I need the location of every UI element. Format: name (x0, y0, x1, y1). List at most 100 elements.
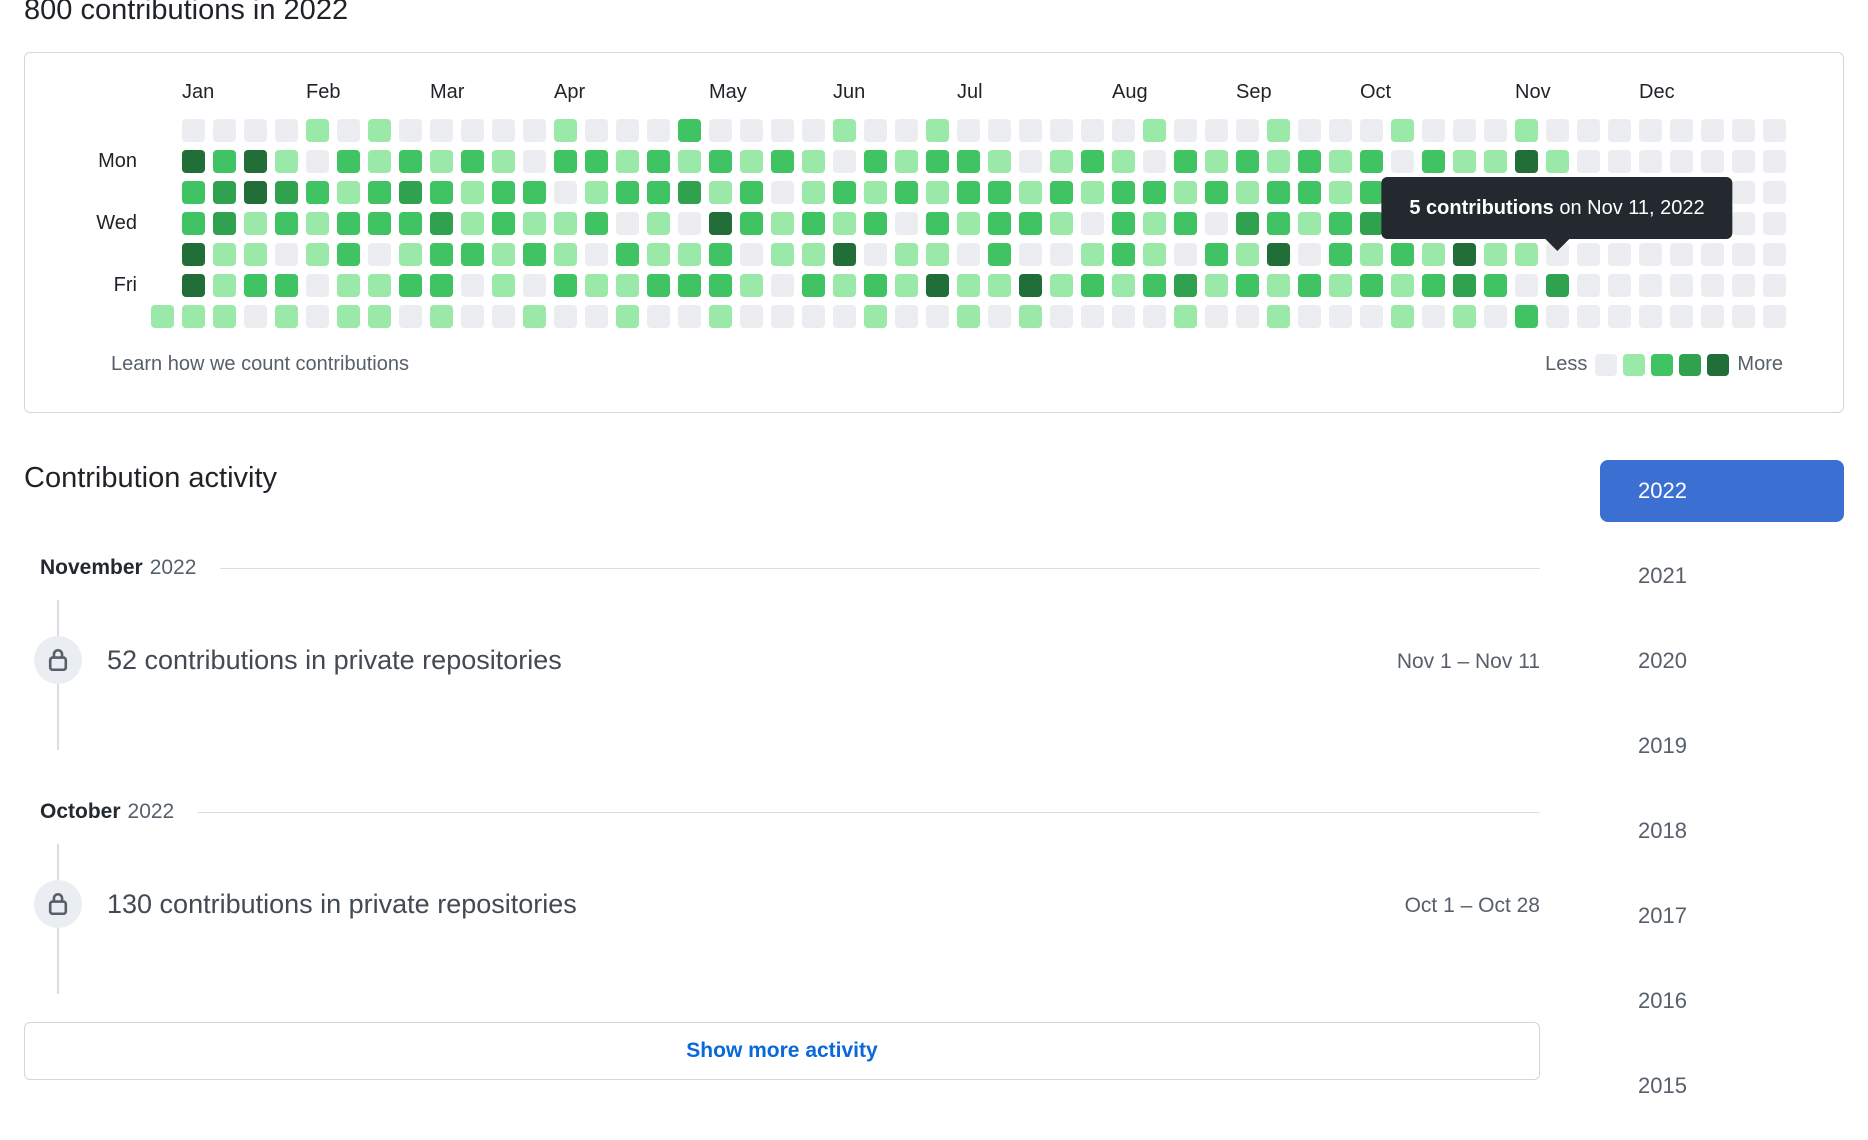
contribution-cell[interactable] (1236, 212, 1259, 235)
contribution-cell[interactable] (1019, 150, 1042, 173)
contribution-cell[interactable] (1329, 243, 1352, 266)
contribution-cell[interactable] (1112, 181, 1135, 204)
contribution-cell[interactable] (368, 305, 391, 328)
contribution-cell[interactable] (1763, 243, 1786, 266)
contribution-cell[interactable] (523, 243, 546, 266)
contribution-cell[interactable] (1484, 274, 1507, 297)
contribution-cell[interactable] (275, 212, 298, 235)
contribution-cell[interactable] (740, 150, 763, 173)
contribution-cell[interactable] (430, 305, 453, 328)
contribution-cell[interactable] (1763, 212, 1786, 235)
contribution-cell[interactable] (523, 305, 546, 328)
contribution-cell[interactable] (957, 119, 980, 142)
contribution-cell[interactable] (1050, 119, 1073, 142)
contribution-cell[interactable] (957, 212, 980, 235)
contribution-cell[interactable] (1205, 119, 1228, 142)
contribution-cell[interactable] (647, 243, 670, 266)
contribution-cell[interactable] (585, 243, 608, 266)
contribution-cell[interactable] (1732, 274, 1755, 297)
contribution-cell[interactable] (1143, 119, 1166, 142)
contribution-cell[interactable] (895, 181, 918, 204)
contribution-cell[interactable] (1267, 305, 1290, 328)
contribution-cell[interactable] (616, 305, 639, 328)
contribution-cell[interactable] (399, 212, 422, 235)
contribution-cell[interactable] (895, 243, 918, 266)
contribution-cell[interactable] (1608, 243, 1631, 266)
contribution-cell[interactable] (430, 274, 453, 297)
contribution-cell[interactable] (833, 243, 856, 266)
contribution-cell[interactable] (678, 305, 701, 328)
contribution-cell[interactable] (709, 274, 732, 297)
contribution-cell[interactable] (244, 305, 267, 328)
contribution-cell[interactable] (678, 150, 701, 173)
contribution-cell[interactable] (275, 243, 298, 266)
contribution-cell[interactable] (1484, 119, 1507, 142)
year-item-2016[interactable]: 2016 (1638, 988, 1687, 1013)
contribution-cell[interactable] (926, 274, 949, 297)
contribution-cell[interactable] (1701, 305, 1724, 328)
contribution-cell[interactable] (771, 305, 794, 328)
contribution-cell[interactable] (1174, 305, 1197, 328)
contribution-cell[interactable] (1484, 150, 1507, 173)
contribution-cell[interactable] (399, 243, 422, 266)
contribution-cell[interactable] (1639, 305, 1662, 328)
contribution-cell[interactable] (616, 274, 639, 297)
contribution-cell[interactable] (554, 150, 577, 173)
contribution-cell[interactable] (1360, 243, 1383, 266)
contribution-cell[interactable] (1205, 305, 1228, 328)
contribution-cell[interactable] (554, 274, 577, 297)
contribution-cell[interactable] (461, 181, 484, 204)
contribution-cell[interactable] (1360, 212, 1383, 235)
contribution-cell[interactable] (833, 305, 856, 328)
contribution-cell[interactable] (1546, 274, 1569, 297)
contribution-cell[interactable] (337, 212, 360, 235)
contribution-cell[interactable] (1453, 305, 1476, 328)
contribution-cell[interactable] (1236, 119, 1259, 142)
contribution-cell[interactable] (275, 181, 298, 204)
contribution-cell[interactable] (1422, 274, 1445, 297)
contribution-cell[interactable] (1298, 305, 1321, 328)
contribution-cell[interactable] (926, 119, 949, 142)
contribution-cell[interactable] (1081, 119, 1104, 142)
contribution-cell[interactable] (1112, 243, 1135, 266)
year-item-2020[interactable]: 2020 (1638, 648, 1687, 673)
contribution-cell[interactable] (709, 305, 732, 328)
contribution-cell[interactable] (554, 212, 577, 235)
contribution-cell[interactable] (988, 274, 1011, 297)
contribution-cell[interactable] (1577, 119, 1600, 142)
contribution-cell[interactable] (461, 243, 484, 266)
contribution-cell[interactable] (1081, 212, 1104, 235)
contribution-cell[interactable] (399, 150, 422, 173)
contribution-cell[interactable] (492, 305, 515, 328)
contribution-cell[interactable] (1391, 274, 1414, 297)
contribution-cell[interactable] (1670, 119, 1693, 142)
contribution-cell[interactable] (1050, 305, 1073, 328)
contribution-cell[interactable] (1763, 150, 1786, 173)
contribution-cell[interactable] (1515, 274, 1538, 297)
contribution-cell[interactable] (1298, 243, 1321, 266)
contribution-cell[interactable] (616, 119, 639, 142)
contribution-cell[interactable] (1143, 181, 1166, 204)
year-item-2015[interactable]: 2015 (1638, 1073, 1687, 1098)
contribution-cell[interactable] (368, 150, 391, 173)
contribution-cell[interactable] (1515, 150, 1538, 173)
contribution-cell[interactable] (244, 150, 267, 173)
contribution-cell[interactable] (461, 119, 484, 142)
contribution-cell[interactable] (585, 181, 608, 204)
contribution-cell[interactable] (1360, 305, 1383, 328)
contribution-cell[interactable] (1732, 305, 1755, 328)
contribution-cell[interactable] (957, 150, 980, 173)
contribution-cell[interactable] (1329, 181, 1352, 204)
contribution-cell[interactable] (1267, 119, 1290, 142)
contribution-cell[interactable] (1236, 243, 1259, 266)
year-item-2022[interactable]: 2022 (1600, 460, 1844, 522)
contribution-cell[interactable] (864, 181, 887, 204)
contribution-cell[interactable] (895, 274, 918, 297)
contribution-cell[interactable] (585, 212, 608, 235)
contribution-cell[interactable] (926, 305, 949, 328)
contribution-cell[interactable] (1484, 305, 1507, 328)
contribution-cell[interactable] (275, 150, 298, 173)
contribution-cell[interactable] (430, 150, 453, 173)
contribution-cell[interactable] (461, 150, 484, 173)
contribution-cell[interactable] (1639, 243, 1662, 266)
